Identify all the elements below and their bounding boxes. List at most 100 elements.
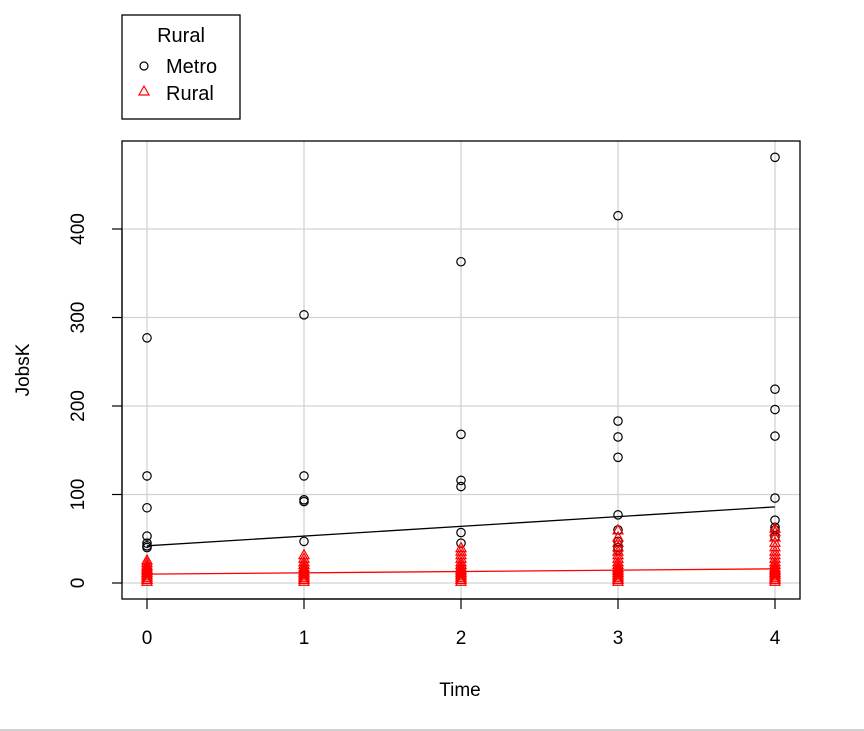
- rural-point: [454, 558, 468, 570]
- metro-point: [299, 536, 309, 547]
- rural-point: [140, 556, 154, 568]
- rural-point: [297, 548, 311, 560]
- rural-point: [611, 560, 625, 572]
- rural-point: [611, 548, 625, 560]
- rural-point: [140, 573, 154, 585]
- y-axis: 0 100 200 300 400: [68, 213, 123, 589]
- metro-point: [456, 429, 466, 440]
- rural-point: [297, 573, 311, 585]
- metro-point: [456, 481, 466, 492]
- rural-point: [297, 574, 311, 586]
- metro-point: [142, 471, 152, 481]
- metro-point: [142, 333, 152, 343]
- legend-metro-label: Metro: [166, 56, 217, 78]
- legend-title: Rural: [157, 25, 205, 47]
- rural-point: [454, 541, 468, 553]
- rural-point: [454, 567, 468, 579]
- rural-point: [454, 555, 468, 567]
- rural-point: [768, 521, 782, 533]
- rural-point: [297, 569, 311, 581]
- rural-point: [611, 566, 625, 577]
- metro-point: [770, 152, 780, 163]
- rural-point: [454, 548, 468, 560]
- y-tick-label: 0: [68, 578, 89, 589]
- legend-rural-marker: [137, 84, 151, 96]
- rural-point: [140, 564, 154, 576]
- x-tick-label: 4: [770, 628, 781, 649]
- metro-point: [456, 256, 466, 267]
- rural-point: [140, 553, 154, 565]
- rural-point: [140, 571, 154, 583]
- x-tick-label: 3: [613, 628, 624, 649]
- y-axis-title: JobsK: [13, 343, 34, 396]
- rural-point: [768, 566, 782, 577]
- rural-point: [768, 574, 782, 586]
- rural-point: [611, 573, 625, 585]
- legend-rural-label: Rural: [166, 83, 214, 105]
- rural-point: [140, 574, 154, 586]
- rural-point: [768, 555, 782, 567]
- rural-point: [768, 548, 782, 560]
- rural-point: [140, 562, 154, 574]
- rural-point: [611, 530, 625, 542]
- x-tick-label: 0: [142, 628, 153, 649]
- rural-point: [454, 566, 468, 577]
- rural-point: [768, 564, 782, 576]
- rural-point: [768, 558, 782, 570]
- rural-point: [297, 567, 311, 579]
- rural-point: [611, 523, 625, 535]
- metro-point: [299, 471, 309, 481]
- rural-point: [768, 573, 782, 585]
- rural-point: [454, 571, 468, 583]
- rural-point: [611, 551, 625, 563]
- rural-point: [611, 558, 625, 570]
- metro-point: [613, 432, 623, 442]
- rural-point: [454, 573, 468, 585]
- rural-point: [611, 536, 625, 547]
- rural-point: [297, 558, 311, 570]
- rural-point: [768, 551, 782, 563]
- metro-point: [613, 510, 623, 520]
- rural-point: [140, 566, 154, 577]
- gridlines: [122, 141, 800, 599]
- rural-point: [454, 569, 468, 581]
- metro-point: [142, 531, 152, 541]
- metro-point: [299, 310, 309, 320]
- metro-point: [142, 502, 152, 513]
- metro-point: [142, 538, 152, 548]
- metro-point: [299, 496, 309, 507]
- metro-point: [770, 493, 780, 503]
- metro-trend-line: [146, 506, 776, 547]
- y-tick-label: 300: [68, 302, 89, 334]
- rural-point: [297, 555, 311, 567]
- rural-point: [454, 551, 468, 563]
- rural-point: [140, 567, 154, 579]
- rural-point: [454, 544, 468, 556]
- rural-point: [454, 574, 468, 586]
- rural-point: [140, 559, 154, 570]
- legend: Rural Metro Rural: [121, 14, 241, 120]
- rural-point: [297, 566, 311, 577]
- x-axis: 0 1 2 3 4: [142, 598, 781, 649]
- x-axis-title: Time: [439, 680, 481, 701]
- metro-point: [142, 542, 152, 553]
- metro-point: [613, 542, 623, 553]
- x-tick-label: 2: [456, 628, 467, 649]
- metro-point: [613, 416, 623, 426]
- rural-point: [140, 569, 154, 581]
- rural-point: [611, 571, 625, 583]
- rural-point: [297, 564, 311, 576]
- rural-point: [611, 567, 625, 579]
- y-tick-label: 100: [68, 479, 89, 511]
- rural-point: [454, 564, 468, 576]
- rural-point: [768, 530, 782, 542]
- rural-point: [611, 555, 625, 567]
- metro-point: [456, 475, 466, 486]
- rural-point: [297, 551, 311, 563]
- rural-point: [454, 560, 468, 572]
- metro-point: [613, 210, 623, 221]
- metro-point: [770, 404, 780, 415]
- metro-point: [456, 527, 466, 538]
- rural-point: [611, 574, 625, 586]
